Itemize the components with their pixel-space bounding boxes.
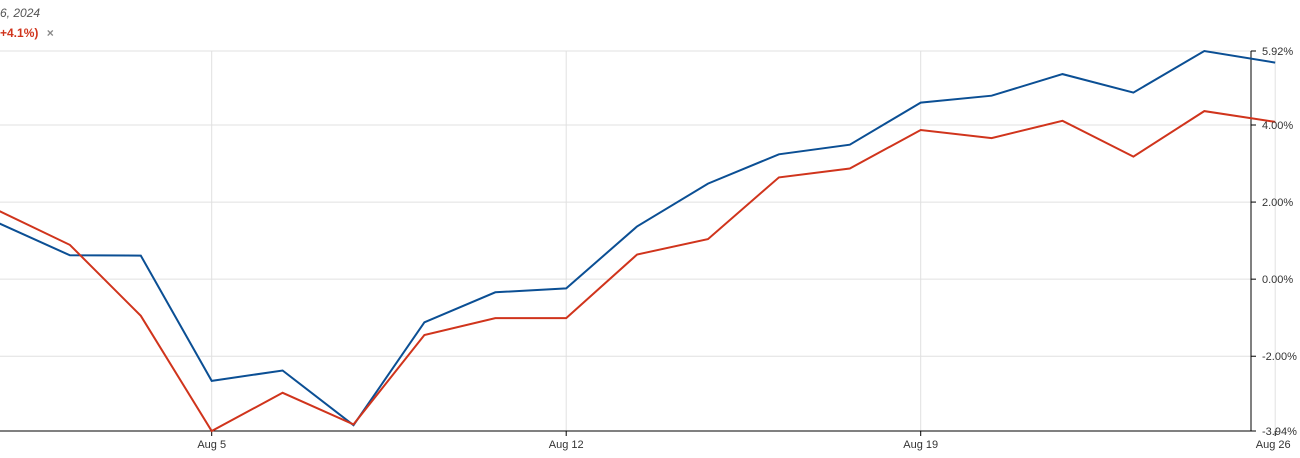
close-icon[interactable]: × xyxy=(46,26,54,40)
y-tick-label: 4.00% xyxy=(1262,120,1293,132)
legend: +4.1%) × xyxy=(0,26,54,40)
y-tick-label: 0.00% xyxy=(1262,274,1293,286)
series-lines xyxy=(0,49,1276,433)
vertical-gridlines xyxy=(211,51,1276,436)
x-tick-label: Aug 5 xyxy=(197,439,226,451)
y-tick-label: 5.92% xyxy=(1262,46,1293,58)
x-tick-label: Aug 12 xyxy=(549,439,584,451)
axes xyxy=(0,51,1252,432)
y-tick-label: -3.94% xyxy=(1262,426,1297,438)
x-tick-label: Aug 19 xyxy=(903,439,938,451)
y-tick-label: 2.00% xyxy=(1262,197,1293,209)
x-tick-labels: Aug 5 Aug 12 Aug 19 Aug 26 xyxy=(197,439,1290,451)
series-line-1 xyxy=(0,49,1276,427)
x-tick-label: Aug 26 xyxy=(1256,439,1291,451)
legend-series-change: +4.1%) xyxy=(0,26,39,40)
date-range-label: 6, 2024 xyxy=(0,6,41,20)
y-tick-label: -2.00% xyxy=(1262,351,1297,363)
horizontal-gridlines xyxy=(0,50,1256,432)
series-line-2 xyxy=(0,110,1276,433)
y-tick-labels: 5.92% 4.00% 2.00% 0.00% -2.00% -3.94% xyxy=(1262,46,1297,438)
